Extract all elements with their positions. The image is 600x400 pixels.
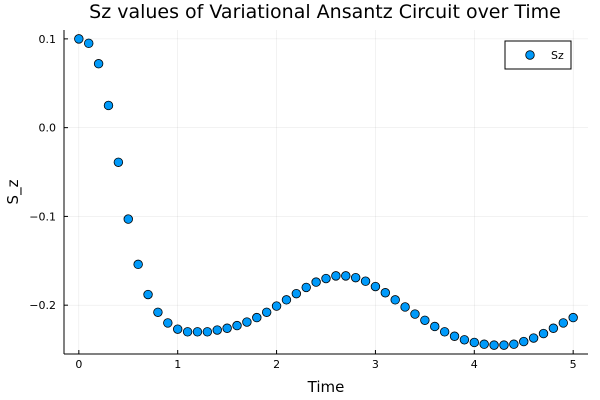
data-point [252, 312, 262, 323]
y-axis-label: S_z [4, 179, 23, 204]
data-point [558, 318, 568, 328]
data-point [331, 271, 341, 281]
data-point [113, 157, 124, 167]
tick-labels: 0 1 2 3 4 5 0.1 0.0 −0.1 −0.2 [29, 33, 576, 371]
data-point [548, 323, 559, 333]
data-point [459, 335, 470, 345]
legend-marker [525, 50, 535, 60]
data-point [271, 301, 282, 311]
data-point [449, 331, 460, 341]
data-point [350, 272, 361, 283]
data-point [153, 307, 163, 317]
y-tick-label: −0.1 [29, 210, 56, 223]
y-tick-label: −0.2 [29, 299, 56, 312]
data-point [360, 276, 371, 286]
data-point [133, 259, 143, 270]
data-point [509, 339, 519, 349]
data-point [370, 281, 381, 292]
x-tick-label: 2 [273, 358, 280, 371]
data-point [202, 327, 213, 337]
data-point [281, 295, 292, 305]
data-point [84, 38, 94, 49]
data-point [143, 289, 153, 300]
data-point [192, 327, 203, 337]
data-point [489, 340, 499, 350]
data-point [420, 315, 430, 325]
data-point [311, 277, 321, 287]
data-point [469, 337, 480, 348]
data-point [261, 307, 272, 317]
data-point [242, 317, 252, 327]
data-point [538, 328, 549, 339]
data-point [182, 327, 193, 337]
x-tick-label: 4 [471, 358, 478, 371]
data-point [321, 273, 331, 284]
legend-box [504, 40, 572, 70]
data-point [341, 271, 351, 281]
data-point [519, 336, 529, 347]
data-point [439, 327, 450, 337]
data-point [222, 323, 232, 333]
x-tick-label: 5 [570, 358, 577, 371]
y-tick-label: 0.0 [39, 122, 57, 135]
data-point [479, 339, 489, 349]
data-point [301, 282, 311, 293]
data-point [232, 320, 242, 331]
legend-label: Sz [551, 49, 564, 62]
data-point [430, 321, 440, 332]
data-point [400, 302, 410, 312]
data-point [568, 312, 578, 323]
x-tick-label: 3 [372, 358, 379, 371]
x-tick-label: 0 [75, 358, 82, 371]
data-point [103, 100, 114, 111]
data-point [172, 324, 183, 334]
chart-title: Sz values of Variational Ansantz Circuit… [89, 1, 561, 23]
data-point [123, 214, 133, 224]
data-point [380, 288, 391, 298]
data-point [212, 325, 222, 335]
x-axis-label: Time [307, 378, 345, 396]
data-point [410, 309, 420, 319]
data-point [291, 288, 302, 299]
data-point [93, 59, 104, 69]
y-tick-label: 0.1 [39, 33, 57, 46]
data-point [163, 318, 173, 328]
data-point [499, 340, 509, 350]
data-point [528, 333, 539, 343]
x-tick-label: 1 [174, 358, 181, 371]
tick-marks [64, 38, 574, 354]
legend: Sz [504, 40, 572, 70]
data-point [74, 34, 84, 44]
data-point [390, 295, 400, 305]
grid-lines [64, 30, 588, 354]
data-points [74, 34, 578, 350]
